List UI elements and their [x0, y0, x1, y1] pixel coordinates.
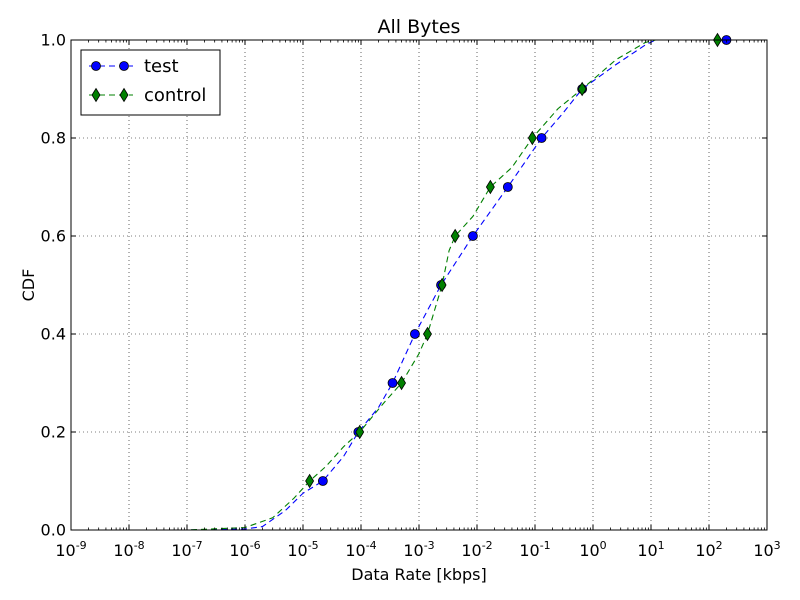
y-tick-label: 0.8 [41, 129, 66, 148]
legend-marker-control [91, 87, 101, 103]
legend-entry-test: test [89, 56, 179, 77]
series-line-control [71, 39, 718, 531]
data-point-control [305, 473, 315, 489]
data-point-control [485, 179, 495, 195]
data-point-control [577, 81, 587, 97]
series-layer [71, 32, 732, 531]
ticks: 10-9 10-8 10-7 10-6 10-5 10-4 10-3 10-2 10-1 100 1… [41, 31, 781, 561]
y-tick-label: 0.0 [41, 521, 66, 540]
data-point-control [423, 326, 432, 342]
legend-marker-test [91, 61, 101, 71]
data-point-control [437, 277, 447, 293]
x-tick-label: 10-6 [229, 539, 260, 560]
series-control [71, 32, 722, 531]
x-tick-label: 10-4 [345, 539, 376, 560]
x-tick-label: 101 [637, 539, 664, 560]
x-tick-label: 10-9 [55, 539, 86, 560]
y-tick-label: 0.2 [41, 423, 66, 442]
x-tick-label: 103 [753, 539, 780, 560]
data-point-test [536, 133, 547, 143]
legend-marker-control [119, 87, 129, 103]
data-point-test [387, 378, 398, 388]
series-line-test [71, 39, 727, 531]
x-tick-label: 10-8 [113, 539, 144, 560]
x-tick-label: 10-1 [519, 539, 550, 560]
grid [71, 40, 767, 530]
legend-marker-test [119, 61, 129, 71]
y-tick-label: 0.6 [41, 227, 66, 246]
data-point-control [397, 375, 407, 391]
x-axis-label: Data Rate [kbps] [351, 565, 486, 584]
x-tick-label: 100 [579, 539, 606, 560]
x-tick-label: 10-7 [171, 539, 202, 560]
legend-box [80, 49, 221, 116]
legend: test control [80, 49, 221, 116]
legend-entry-control: control [89, 85, 206, 106]
y-tick-label: 0.4 [41, 325, 66, 344]
data-point-control [527, 130, 537, 146]
x-tick-label: 10-5 [287, 539, 318, 560]
data-point-test [502, 182, 513, 192]
data-point-control [450, 228, 460, 244]
x-tick-label: 10-3 [403, 539, 434, 560]
legend-label-test: test [144, 56, 179, 77]
chart-title: All Bytes [378, 16, 461, 38]
data-point-test [410, 329, 420, 339]
y-axis-label: CDF [19, 269, 38, 302]
y-tick-label: 1.0 [41, 31, 66, 50]
x-tick-label: 10-2 [461, 539, 492, 560]
legend-label-control: control [144, 85, 206, 106]
data-point-test [317, 476, 328, 486]
data-point-control [355, 424, 365, 440]
x-tick-label: 102 [695, 539, 722, 560]
data-point-test [468, 231, 478, 241]
